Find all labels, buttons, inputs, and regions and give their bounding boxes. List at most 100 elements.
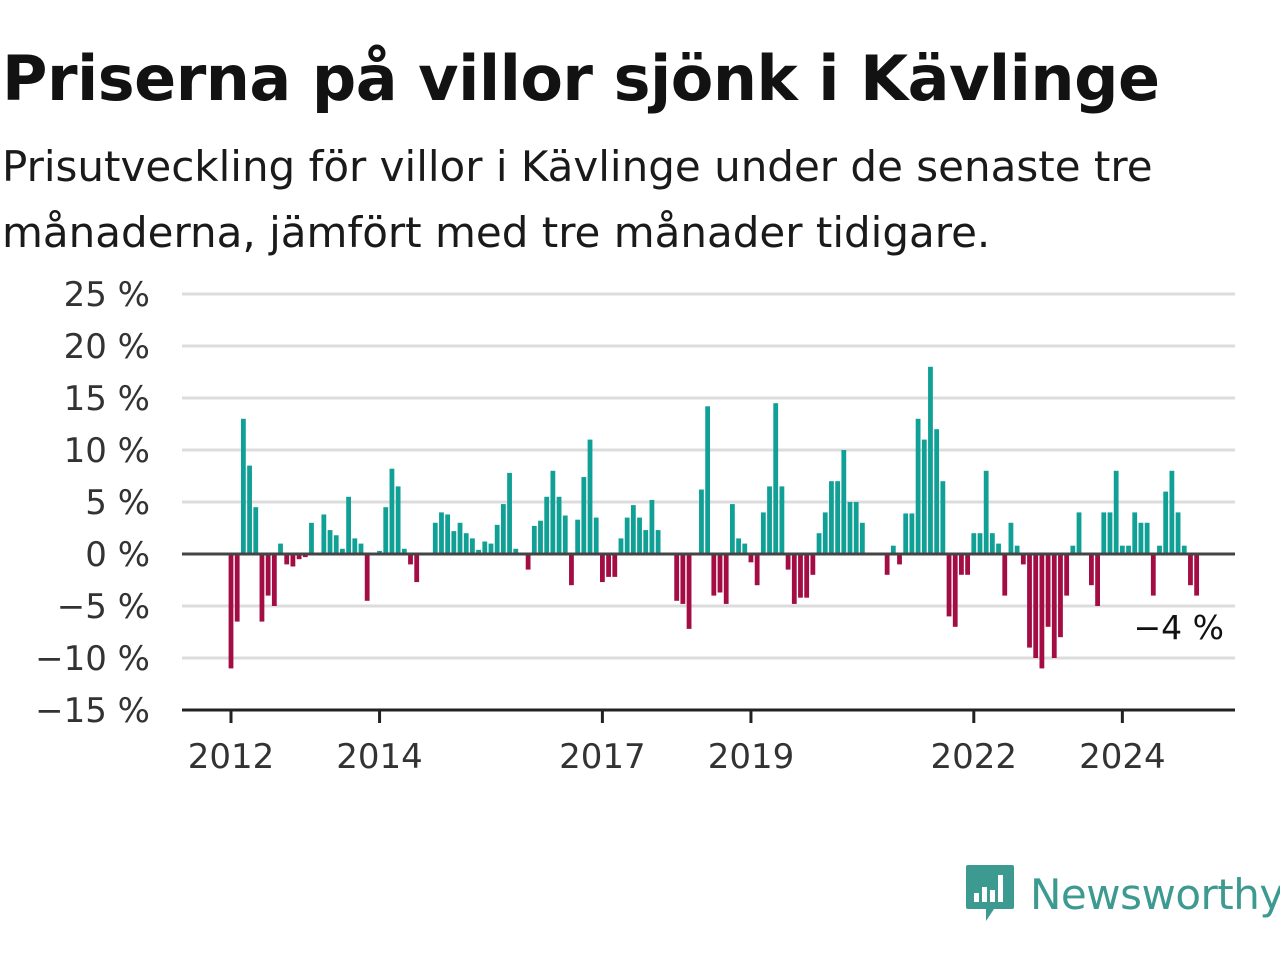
bar (309, 522, 314, 554)
bar (278, 543, 283, 554)
x-axis-ticks: 2012 2014 2017 2019 2022 2024 (188, 710, 1166, 777)
bar (383, 507, 389, 554)
bar (538, 520, 543, 554)
bar (742, 543, 748, 554)
bar (364, 554, 370, 601)
bar (1064, 554, 1070, 596)
bar (618, 538, 624, 554)
bar (569, 554, 574, 586)
bar (779, 486, 785, 554)
bar (302, 554, 308, 558)
bar (903, 513, 909, 554)
bar (940, 481, 946, 554)
bar (531, 525, 537, 554)
bar (989, 533, 995, 554)
bar (909, 513, 915, 554)
bar (1157, 545, 1162, 554)
bar (445, 514, 451, 554)
bar (346, 496, 352, 554)
bar (1058, 554, 1063, 638)
bar (1014, 545, 1020, 554)
y-tick-label: −10 % (35, 639, 150, 679)
y-tick-label: 15 % (64, 379, 150, 419)
bar (847, 502, 853, 554)
bar (890, 545, 896, 554)
bar (680, 554, 686, 604)
bar (1002, 554, 1008, 596)
bar (674, 554, 680, 601)
bar (290, 554, 296, 567)
bar (1132, 512, 1138, 554)
y-tick-label: 5 % (85, 483, 150, 523)
bar (853, 502, 859, 554)
bar (395, 486, 401, 554)
bar (804, 554, 810, 598)
bar (1188, 554, 1193, 586)
bar (946, 554, 952, 617)
bar (377, 550, 382, 554)
bar (482, 541, 488, 554)
bar (470, 538, 475, 554)
bar (340, 548, 345, 554)
bar (1175, 512, 1181, 554)
bar (754, 554, 760, 586)
y-tick-label: −5 % (57, 587, 150, 627)
x-tick-label: 2014 (336, 737, 423, 777)
bar (829, 481, 834, 554)
x-tick-label: 2024 (1079, 737, 1166, 777)
bar (959, 554, 964, 575)
last-value-label: −4 % (1134, 608, 1225, 647)
bar (240, 418, 246, 554)
bar (1169, 470, 1175, 554)
bar (736, 538, 741, 554)
bar (408, 554, 413, 565)
bar (228, 554, 234, 669)
bar (1008, 522, 1014, 554)
bar (630, 505, 636, 554)
bar (1020, 554, 1026, 565)
bar (432, 522, 438, 554)
bar (265, 554, 271, 596)
bar (1027, 554, 1032, 648)
bar (507, 472, 512, 554)
bar (1113, 470, 1119, 554)
bar (897, 554, 902, 565)
bar (284, 554, 290, 565)
bar (822, 512, 828, 554)
bar (928, 366, 933, 554)
bar (643, 530, 649, 554)
bar (699, 489, 704, 554)
bar (723, 554, 729, 604)
bar (259, 554, 265, 622)
bar (247, 465, 252, 554)
y-tick-label: −15 % (35, 691, 150, 731)
bar (606, 554, 611, 577)
bar (1089, 554, 1094, 586)
bar (513, 548, 519, 554)
x-tick-label: 2012 (188, 737, 275, 777)
bar (556, 496, 562, 554)
x-tick-label: 2022 (931, 737, 1018, 777)
bar (1194, 554, 1200, 596)
bar (649, 499, 655, 554)
bar (333, 535, 339, 554)
bar (767, 486, 772, 554)
bar (1070, 545, 1076, 554)
bar (655, 530, 661, 554)
bar (859, 522, 865, 554)
bar (358, 543, 364, 554)
bar (748, 554, 754, 563)
bar (296, 554, 302, 560)
bar (575, 519, 581, 554)
y-tick-label: 20 % (64, 327, 150, 367)
bar (271, 554, 277, 606)
bar (1144, 522, 1150, 554)
bar (729, 504, 735, 554)
bar (1095, 554, 1100, 606)
chart-title: Priserna på villor sjönk i Kävlinge (2, 42, 1160, 115)
y-tick-label: 0 % (85, 535, 150, 575)
chart-subtitle: Prisutveckling för villor i Kävlinge und… (2, 142, 1153, 257)
bar (494, 524, 500, 554)
brand-name: Newsworthy (1030, 869, 1280, 919)
bar (488, 543, 494, 554)
